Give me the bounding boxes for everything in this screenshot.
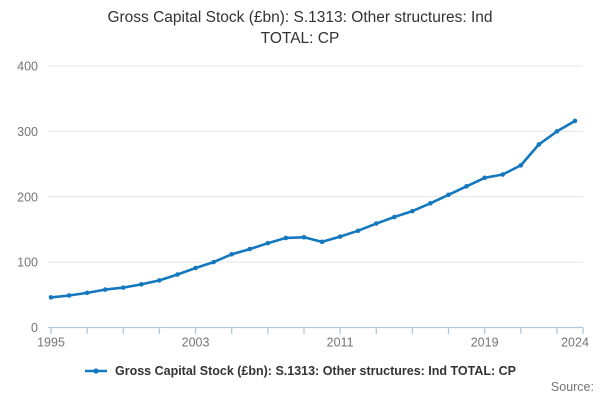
data-point (283, 235, 289, 241)
chart-title: Gross Capital Stock (£bn): S.1313: Other… (0, 7, 600, 49)
legend-series-label: Gross Capital Stock (£bn): S.1313: Other… (115, 364, 516, 378)
y-tick-label: 300 (17, 125, 38, 139)
data-point (157, 278, 162, 283)
series-line (49, 119, 577, 299)
x-tick-label: 2019 (471, 336, 499, 350)
data-point (482, 175, 487, 181)
chart-legend: Gross Capital Stock (£bn): S.1313: Other… (0, 363, 600, 379)
data-point (265, 240, 271, 246)
x-tick-label: 1995 (37, 336, 65, 350)
data-point (120, 285, 126, 290)
data-point (500, 172, 506, 177)
legend-line-marker-icon (85, 368, 107, 374)
data-point (84, 290, 90, 296)
data-point (301, 234, 307, 240)
y-tick-label: 100 (17, 256, 38, 270)
data-point (102, 287, 108, 292)
data-point (355, 228, 361, 234)
data-point (410, 208, 415, 214)
data-point (211, 259, 216, 265)
x-tick-label: 2003 (182, 336, 210, 350)
chart-title-line2: TOTAL: CP (260, 30, 340, 47)
data-point (554, 129, 560, 134)
data-point (373, 221, 379, 226)
data-point (48, 295, 54, 300)
data-point (337, 234, 343, 239)
data-point (446, 192, 451, 198)
data-point (175, 272, 180, 277)
x-tick-label: 2024 (561, 336, 589, 350)
data-point (193, 265, 198, 271)
data-point (572, 118, 578, 124)
data-point (518, 163, 524, 168)
data-point (139, 282, 144, 287)
data-point (247, 246, 253, 252)
data-point (66, 293, 72, 298)
y-tick-label: 200 (17, 190, 38, 204)
data-point (464, 183, 469, 189)
data-point (392, 214, 397, 220)
y-tick-label: 0 (31, 321, 38, 335)
data-point (229, 251, 234, 257)
y-tick-label: 400 (17, 60, 38, 74)
x-tick-label: 2011 (327, 336, 354, 350)
source-note: Source: (550, 380, 594, 394)
data-point (428, 200, 433, 206)
data-point (536, 142, 542, 147)
chart-title-line1: Gross Capital Stock (£bn): S.1313: Other… (107, 9, 493, 26)
data-point (319, 239, 325, 245)
